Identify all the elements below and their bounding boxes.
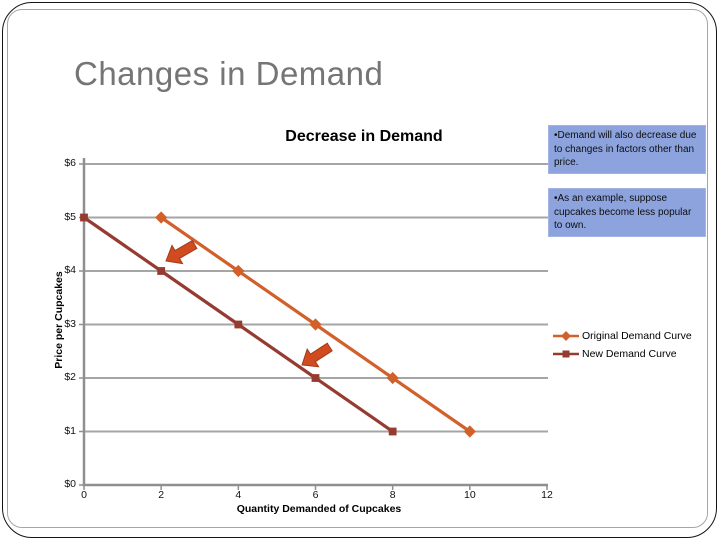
callout-demand-decrease: •Demand will also decrease due to change…: [548, 125, 706, 174]
square-marker: [157, 267, 166, 275]
diamond-marker: [155, 211, 168, 224]
y-tick-label: $2: [64, 371, 76, 383]
diamond-marker: [232, 264, 245, 278]
y-tick-label: $6: [64, 157, 76, 169]
diamond-marker: [386, 371, 399, 385]
y-tick-label: $5: [64, 210, 76, 223]
x-tick-label: 2: [158, 489, 165, 501]
x-tick-label: 0: [81, 489, 87, 501]
chart-legend: Original Demand Curve New Demand Curve: [553, 327, 692, 363]
legend-square: [562, 350, 570, 358]
callout-cupcake-example: •As an example, suppose cupcakes become …: [548, 188, 706, 237]
x-tick-label: 6: [312, 489, 319, 501]
x-axis-title: Quantity Demanded of Cupcakes: [236, 503, 402, 515]
square-marker: [311, 374, 320, 382]
square-marker: [80, 213, 88, 222]
y-tick-label: $1: [64, 424, 76, 437]
demand-shift-arrow-icon: [165, 239, 198, 265]
x-tick-label: 12: [541, 489, 553, 501]
legend-item-new-demand-curve: New Demand Curve: [553, 345, 692, 363]
square-marker: [234, 320, 243, 329]
legend-item-original-demand-curve: Original Demand Curve: [553, 327, 692, 345]
square-marker: [388, 427, 397, 436]
y-tick-label: $0: [64, 478, 76, 490]
callout-text: •As an example, suppose cupcakes become …: [554, 193, 692, 231]
x-tick-label: 4: [235, 489, 242, 501]
diamond-marker: [463, 425, 476, 438]
chart-title: Decrease in Demand: [285, 128, 443, 145]
new-curve-marker-icon: [553, 350, 579, 358]
x-tick-label: 10: [463, 489, 476, 501]
legend-label: Original Demand Curve: [582, 330, 692, 342]
y-tick-label: $3: [64, 317, 76, 330]
y-axis-title: Price per Cupcakes: [53, 271, 65, 369]
demand-shift-arrow-icon: [301, 342, 333, 368]
callout-text: •Demand will also decrease due to change…: [554, 130, 697, 168]
x-tick-label: 8: [389, 489, 396, 501]
legend-label: New Demand Curve: [582, 348, 677, 360]
original-curve-marker-icon: [553, 331, 579, 341]
diamond-marker: [309, 318, 322, 331]
slide-title: Changes in Demand: [74, 55, 384, 92]
y-tick-label: $4: [64, 264, 76, 276]
legend-diamond: [561, 331, 571, 341]
